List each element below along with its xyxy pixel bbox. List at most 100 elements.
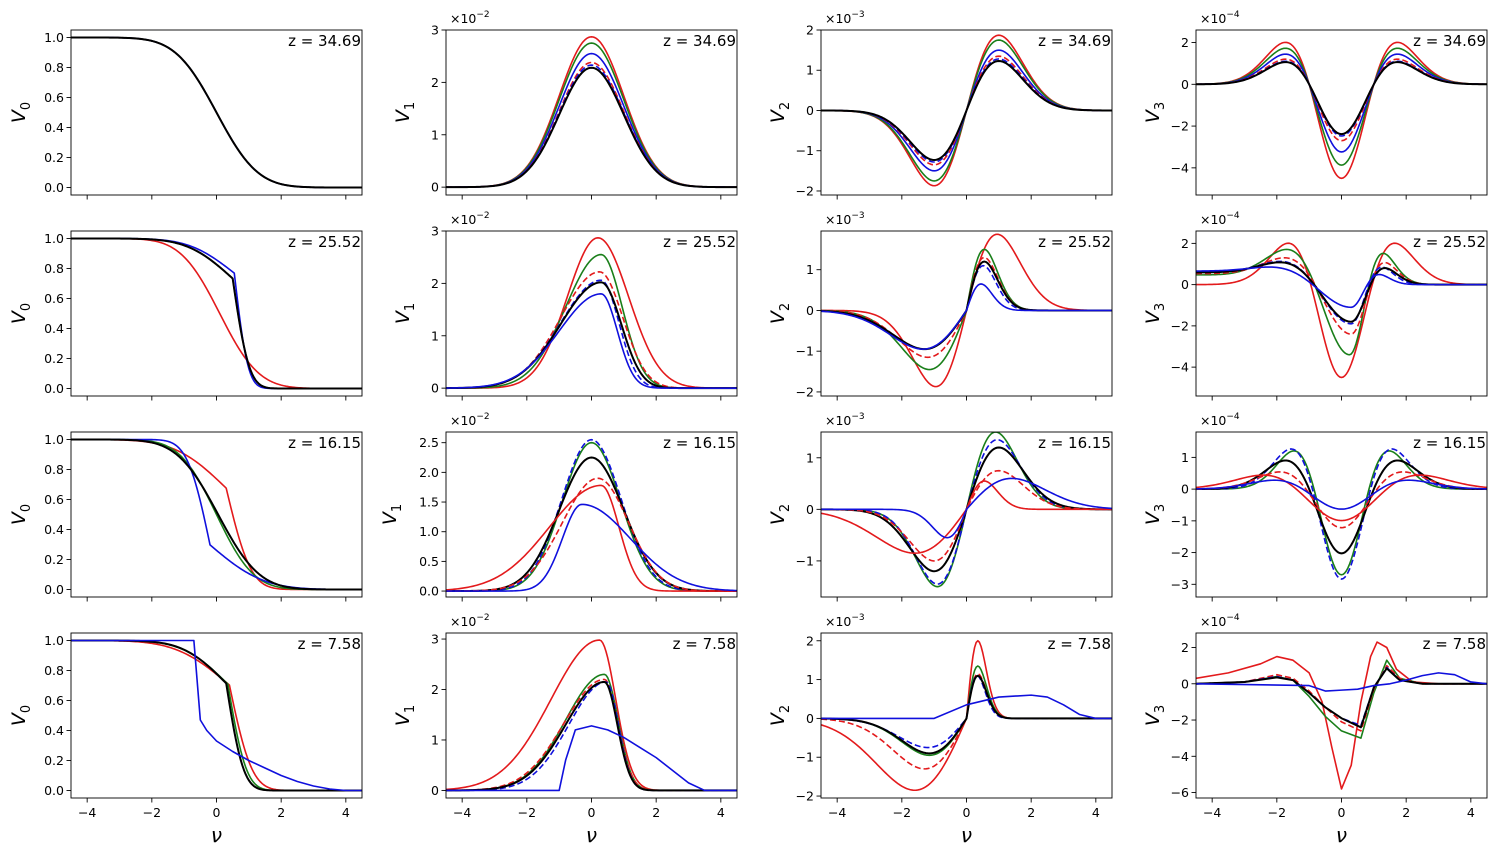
y-tick-label: 1.5 [419,495,439,510]
axis-offset-label: ×10−2 [450,412,490,428]
axis-offset-label: ×10−4 [1200,10,1240,26]
series-line-green-solid [1196,248,1487,356]
y-axis-label: V3 [1142,303,1168,324]
x-tick-label: −2 [893,805,911,820]
axes-frame [1195,29,1488,196]
y-tick-label: −2 [1171,545,1189,560]
y-tick-label: −1 [796,143,814,158]
series-line-black-solid [1196,667,1487,729]
x-tick-label: −2 [143,805,161,820]
axis-offset-label: ×10−2 [450,10,490,26]
y-tick-label: 0 [1181,277,1189,292]
redshift-label: z = 34.69 [1413,32,1486,50]
series-line-black-solid [1196,61,1487,136]
y-tick-label: −4 [1171,160,1189,175]
series-line-red-dashed [1196,664,1487,732]
y-axis-label: V3 [1142,102,1168,123]
panel-r3-c1: −4 −2 0 2 4 0 1 2 3 z = 7.58 V1 ×10−2 ν [392,613,738,847]
series-group [1196,41,1487,180]
y-tick-label: 2 [1181,35,1189,50]
x-tick-label: 2 [1027,805,1035,820]
x-tick-label: 0 [213,805,221,820]
y-axis-label: V1 [379,504,405,525]
series-line-black-solid [821,674,1112,755]
redshift-label: z = 34.69 [663,32,736,50]
series-group [71,639,362,792]
y-tick-label: 0.0 [44,582,64,597]
y-tick-label: 1.0 [44,432,64,447]
panel-r1-c2: −2 −1 0 1 z = 25.52 V2 ×10−3 [767,211,1113,401]
series-line-green-solid [446,673,737,792]
panel-r2-c2: −1 0 1 z = 16.15 V2 ×10−3 [767,412,1113,602]
panel-r0-c0: 0.0 0.2 0.4 0.6 0.8 1.0 z = 34.69 V0 [8,29,363,200]
y-tick-label: 0.0 [419,584,439,599]
series-line-black-solid [446,281,737,390]
panel-r3-c2: −4 −2 0 2 4 −2 −1 0 1 2 z = 7.58 V2 ×10−3 ν [767,613,1113,847]
redshift-label: z = 7.58 [1048,635,1111,653]
series-line-red-solid [1196,41,1487,180]
series-line-blue-solid [446,503,737,592]
series-line-green-solid [71,639,362,792]
y-tick-label: 2.0 [419,465,439,480]
y-tick-label: 0.4 [44,321,64,336]
series-line-blue-dashed [1196,60,1487,137]
series-line-red-solid [446,639,737,792]
panel-r1-c3: −4 −2 0 2 z = 25.52 V3 ×10−4 [1142,211,1488,401]
axis-offset-label: ×10−4 [1200,412,1240,428]
y-tick-label: 1 [431,328,439,343]
y-tick-label: 1.0 [44,30,64,45]
x-tick-label: 0 [588,805,596,820]
x-tick-label: 4 [717,805,725,820]
x-tick-label: −2 [1268,805,1286,820]
y-tick-label: 3 [431,632,439,647]
y-tick-label: 2 [431,682,439,697]
y-axis-label: V3 [1142,705,1168,726]
y-tick-label: 0.8 [44,60,64,75]
x-tick-label: −2 [518,805,536,820]
series-line-blue-solid [446,52,737,188]
y-tick-label: 3 [431,23,439,38]
x-tick-label: 4 [1092,805,1100,820]
y-tick-label: 1.0 [44,231,64,246]
panel-r3-c0: −4 −2 0 2 4 0.0 0.2 0.4 0.6 0.8 1.0 z = 7.58 V0 ν [8,632,363,847]
x-tick-label: 0 [963,805,971,820]
series-line-green-solid [1196,450,1487,576]
x-tick-label: −4 [828,805,846,820]
y-axis-label: V0 [8,504,34,525]
y-axis-label: V1 [392,705,418,726]
x-axis-label: ν [211,823,222,847]
series-line-blue-solid [446,725,737,792]
x-tick-label: 4 [342,805,350,820]
series-line-blue-solid [71,237,362,390]
y-tick-label: 2 [431,75,439,90]
y-axis-label: V1 [392,303,418,324]
series-line-green-solid [1196,47,1487,166]
panel-r3-c3: −4 −2 0 2 4 −6 −4 −2 0 2 z = 7.58 V3 ×10−4 ν [1142,613,1488,847]
axis-offset-label: ×10−3 [825,412,865,428]
series-group [821,432,1112,588]
series-line-blue-dashed [446,681,737,792]
x-tick-label: 4 [1467,805,1475,820]
panel-r1-c1: 0 1 2 3 z = 25.52 V1 ×10−2 [392,211,738,401]
series-group [446,237,737,390]
y-tick-label: 0 [806,711,814,726]
series-line-black-solid [71,639,362,792]
y-tick-label: −2 [1171,119,1189,134]
series-line-black-solid [446,680,737,792]
panel-r1-c0: 0.0 0.2 0.4 0.6 0.8 1.0 z = 25.52 V0 [8,230,363,401]
y-tick-label: −4 [1171,360,1189,375]
y-axis-label: V0 [8,705,34,726]
y-tick-label: 1 [431,127,439,142]
series-line-black-solid [71,438,362,591]
redshift-label: z = 16.15 [1413,434,1486,452]
series-line-blue-dashed [1196,448,1487,580]
x-axis-label: ν [1336,823,1347,847]
x-tick-label: 2 [652,805,660,820]
redshift-label: z = 16.15 [663,434,736,452]
x-axis-label: ν [961,823,972,847]
series-line-green-solid [446,441,737,592]
series-line-blue-solid [821,283,1112,350]
y-tick-label: −3 [1171,577,1189,592]
y-axis-label: V2 [767,102,793,123]
series-line-red-dashed [821,469,1112,562]
